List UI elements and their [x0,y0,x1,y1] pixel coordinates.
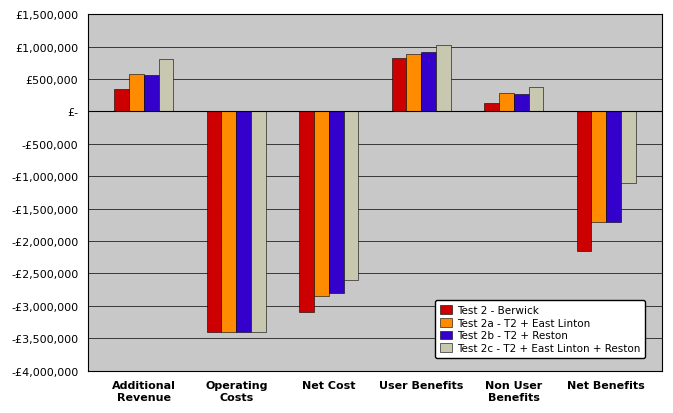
Bar [484,104,499,112]
Bar [421,52,436,112]
Bar [328,112,343,293]
Bar [114,90,129,112]
Bar [207,112,221,332]
Bar [236,112,251,332]
Bar [513,95,528,112]
Bar [159,60,174,112]
Bar [129,75,144,112]
Bar [251,112,266,332]
Bar [221,112,236,332]
Bar [392,59,406,112]
Bar [436,46,451,112]
Bar [406,55,421,112]
Bar [314,112,328,296]
Bar [592,112,606,222]
Bar [606,112,621,222]
Bar [299,112,314,313]
Bar [144,76,159,112]
Bar [621,112,636,183]
Bar [577,112,592,251]
Bar [499,93,513,112]
Legend: Test 2 - Berwick, Test 2a - T2 + East Linton, Test 2b - T2 + Reston, Test 2c - T: Test 2 - Berwick, Test 2a - T2 + East Li… [435,300,645,358]
Bar [343,112,358,280]
Bar [528,88,543,112]
